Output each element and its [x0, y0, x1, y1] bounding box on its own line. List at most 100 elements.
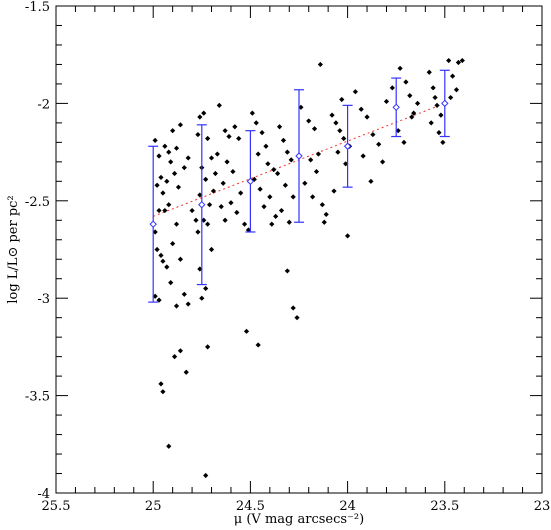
- data-point: [154, 182, 160, 188]
- data-point: [449, 73, 456, 79]
- data-point: [249, 110, 255, 116]
- data-point: [432, 94, 438, 101]
- data-point: [170, 241, 176, 247]
- data-point: [319, 202, 325, 208]
- data-point: [152, 137, 158, 144]
- data-point: [218, 204, 224, 210]
- data-point: [230, 168, 236, 175]
- axis-ticks: [55, 5, 543, 494]
- data-point: [376, 141, 382, 147]
- data-point: [197, 266, 203, 272]
- data-point: [170, 128, 176, 134]
- data-point: [208, 155, 215, 161]
- x-tick-label: 25: [145, 499, 162, 514]
- data-point: [162, 143, 168, 149]
- data-point: [173, 221, 180, 227]
- y-tick-labels: -1.5 -2 -2.5 -3 -3.5 -4: [25, 0, 50, 502]
- y-tick-label: -2.5: [25, 195, 50, 210]
- y-tick-label: -1.5: [25, 0, 50, 15]
- data-point: [156, 207, 162, 214]
- data-point: [284, 268, 290, 274]
- data-point: [195, 131, 201, 138]
- data-point: [446, 57, 452, 64]
- data-point: [428, 120, 434, 126]
- data-point: [168, 159, 174, 165]
- data-point: [261, 204, 267, 210]
- x-axis-title: μ (V mag arcsecs⁻²): [234, 512, 364, 527]
- data-point: [201, 217, 207, 223]
- y-axis-title: log L/L⊙ per pc²: [6, 195, 21, 303]
- data-point: [226, 133, 232, 140]
- data-point: [315, 151, 322, 157]
- data-point: [173, 145, 180, 151]
- data-point: [224, 159, 230, 165]
- data-point: [205, 135, 211, 142]
- data-point: [401, 139, 407, 145]
- data-point: [173, 303, 180, 309]
- plot-frame: [55, 5, 543, 494]
- data-point: [265, 161, 271, 167]
- data-point: [166, 443, 172, 449]
- mean-point: [441, 99, 449, 108]
- data-point: [199, 295, 205, 301]
- data-point: [203, 176, 209, 182]
- data-point: [434, 102, 440, 108]
- data-point: [436, 130, 442, 136]
- data-point: [317, 61, 323, 68]
- data-point: [403, 79, 409, 85]
- data-point: [236, 135, 242, 142]
- data-point: [273, 213, 279, 219]
- data-point: [269, 221, 275, 227]
- data-point: [397, 65, 403, 71]
- data-point: [395, 128, 401, 134]
- data-point: [210, 188, 217, 194]
- mean-point: [198, 200, 206, 209]
- data-point: [185, 155, 191, 161]
- data-point: [189, 207, 195, 214]
- data-point: [175, 184, 182, 190]
- data-point: [339, 96, 345, 103]
- data-point: [453, 87, 460, 93]
- errorbar-group: [148, 69, 450, 303]
- x-tick-label: 24.5: [236, 499, 265, 514]
- x-tick-labels: 25.5 25 24.5 24 23.5 23: [42, 499, 551, 514]
- data-point: [228, 200, 234, 206]
- data-point: [216, 102, 222, 108]
- data-point: [185, 301, 191, 307]
- data-point: [311, 126, 318, 132]
- data-point: [337, 128, 343, 134]
- data-point: [212, 170, 219, 177]
- data-point: [214, 151, 220, 157]
- data-point: [323, 211, 329, 218]
- data-point: [257, 186, 263, 192]
- data-point: [241, 221, 248, 227]
- data-point: [232, 124, 238, 130]
- data-point: [205, 221, 211, 227]
- data-point: [358, 106, 364, 112]
- data-point: [302, 180, 308, 186]
- data-point: [364, 114, 370, 120]
- data-point: [368, 178, 374, 184]
- data-point: [407, 93, 413, 99]
- data-point: [255, 151, 261, 157]
- data-point: [310, 194, 316, 200]
- data-point: [448, 94, 454, 101]
- data-point: [370, 131, 376, 138]
- data-point: [414, 100, 421, 106]
- data-point: [426, 69, 432, 75]
- data-point: [152, 293, 158, 299]
- data-point: [290, 194, 296, 200]
- data-point: [203, 285, 209, 292]
- data-point: [255, 342, 261, 348]
- data-point: [286, 219, 292, 225]
- data-points: [152, 57, 465, 479]
- data-point: [341, 135, 347, 142]
- data-point: [203, 472, 209, 479]
- x-tick-label: 24: [339, 499, 356, 514]
- data-point: [201, 110, 207, 116]
- data-point: [335, 149, 341, 155]
- data-point: [440, 139, 446, 145]
- data-point: [171, 354, 178, 360]
- data-point: [321, 219, 327, 225]
